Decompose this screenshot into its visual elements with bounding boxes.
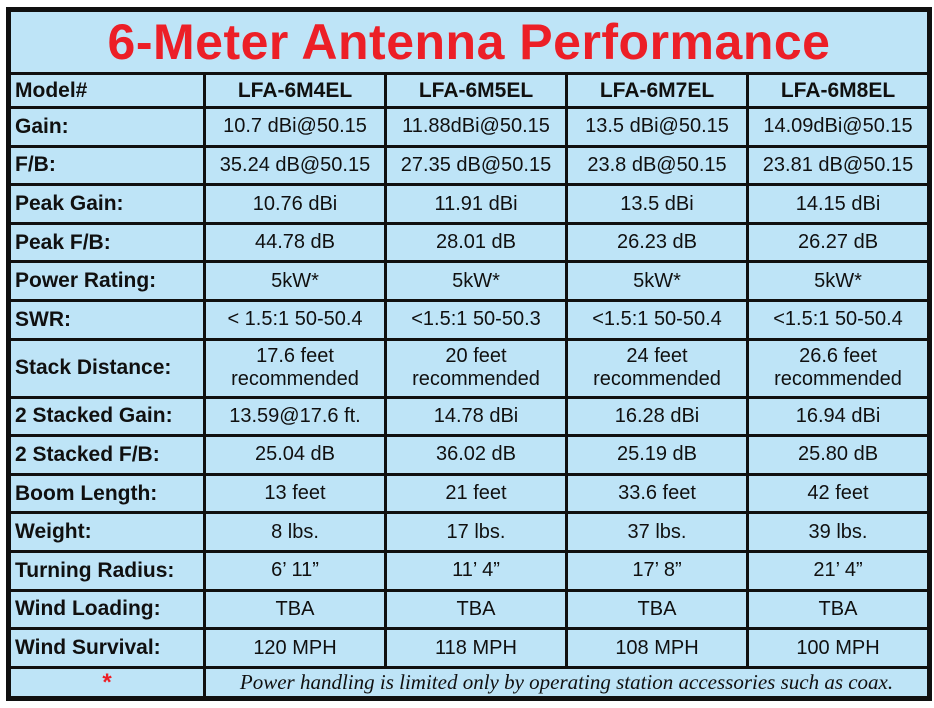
row-label: Wind Survival: bbox=[7, 627, 206, 669]
value-cell: 108 MPH bbox=[565, 627, 749, 669]
value-cell: 16.94 dBi bbox=[745, 395, 932, 438]
row-label: Peak Gain: bbox=[7, 183, 206, 225]
value-cell: 5kW* bbox=[384, 260, 568, 303]
value-cell: 118 MPH bbox=[384, 627, 568, 669]
value-cell: 11.88dBi@50.15 bbox=[384, 106, 568, 148]
value-cell: 25.80 dB bbox=[745, 434, 932, 476]
value-cell: 20 feet recommended bbox=[384, 337, 568, 399]
value-cell: 36.02 dB bbox=[384, 434, 568, 476]
value-cell: TBA bbox=[565, 588, 749, 631]
value-cell: 14.78 dBi bbox=[384, 395, 568, 438]
value-cell: 27.35 dB@50.15 bbox=[384, 144, 568, 187]
row-label: Power Rating: bbox=[7, 260, 206, 303]
footnote-asterisk: * bbox=[7, 666, 206, 700]
value-cell: 17’ 8” bbox=[565, 550, 749, 592]
table-row: Power Rating: 5kW* 5kW* 5kW* 5kW* bbox=[7, 260, 932, 303]
value-cell: 5kW* bbox=[203, 260, 387, 303]
value-cell: 5kW* bbox=[745, 260, 932, 303]
column-header-lfa-6m4el: LFA-6M4EL bbox=[203, 72, 387, 109]
value-cell: 5kW* bbox=[565, 260, 749, 303]
value-cell: <1.5:1 50-50.3 bbox=[384, 299, 568, 341]
row-label: Boom Length: bbox=[7, 472, 206, 515]
column-header-lfa-6m8el: LFA-6M8EL bbox=[745, 72, 932, 109]
row-label: Turning Radius: bbox=[7, 550, 206, 592]
value-cell: 44.78 dB bbox=[203, 221, 387, 264]
value-cell: 33.6 feet bbox=[565, 472, 749, 515]
value-cell: 10.76 dBi bbox=[203, 183, 387, 225]
row-label: Peak F/B: bbox=[7, 221, 206, 264]
table-row: F/B: 35.24 dB@50.15 27.35 dB@50.15 23.8 dB@… bbox=[7, 144, 932, 187]
value-cell: 13.5 dBi@50.15 bbox=[565, 106, 749, 148]
column-header-lfa-6m5el: LFA-6M5EL bbox=[384, 72, 568, 109]
title-row: 6-Meter Antenna Performance bbox=[6, 8, 932, 75]
value-cell: 25.04 dB bbox=[203, 434, 387, 476]
value-cell: 28.01 dB bbox=[384, 221, 568, 264]
table-row: 2 Stacked F/B: 25.04 dB 36.02 dB 25.19 dB 25… bbox=[7, 434, 932, 476]
table-row: Wind Loading: TBA TBA TBA TBA bbox=[7, 588, 932, 631]
table-row: Gain: 10.7 dBi@50.15 11.88dBi@50.15 13.5 dB… bbox=[7, 106, 932, 148]
value-cell: 25.19 dB bbox=[565, 434, 749, 476]
row-label: Weight: bbox=[7, 511, 206, 554]
value-cell: 42 feet bbox=[745, 472, 932, 515]
value-cell: 21 feet bbox=[384, 472, 568, 515]
value-cell: 14.09dBi@50.15 bbox=[745, 106, 932, 148]
value-cell: 10.7 dBi@50.15 bbox=[203, 106, 387, 148]
value-cell: 17 lbs. bbox=[384, 511, 568, 554]
value-cell: 35.24 dB@50.15 bbox=[203, 144, 387, 187]
value-cell: TBA bbox=[203, 588, 387, 631]
table-row: Wind Survival: 120 MPH 118 MPH 108 MPH 100 M… bbox=[7, 627, 932, 669]
row-label: SWR: bbox=[7, 299, 206, 341]
table-row: Peak Gain: 10.76 dBi 11.91 dBi 13.5 dBi 14.1… bbox=[7, 183, 932, 225]
value-cell: <1.5:1 50-50.4 bbox=[745, 299, 932, 341]
value-cell: 100 MPH bbox=[745, 627, 932, 669]
header-row: Model# LFA-6M4EL LFA-6M5EL LFA-6M7EL LFA-6M… bbox=[7, 72, 932, 109]
value-cell: 11’ 4” bbox=[384, 550, 568, 592]
table-row: Peak F/B: 44.78 dB 28.01 dB 26.23 dB 26.27 d… bbox=[7, 221, 932, 264]
value-cell: 39 lbs. bbox=[745, 511, 932, 554]
value-cell: 26.6 feet recommended bbox=[745, 337, 932, 399]
table-row: Turning Radius: 6’ 11” 11’ 4” 17’ 8” 21’ 4” bbox=[7, 550, 932, 592]
footnote-text: Power handling is limited only by operat… bbox=[202, 666, 932, 700]
column-header-model: Model# bbox=[7, 72, 206, 109]
row-label: Stack Distance: bbox=[7, 337, 206, 399]
value-cell: 8 lbs. bbox=[203, 511, 387, 554]
value-cell: TBA bbox=[745, 588, 932, 631]
row-label: Gain: bbox=[7, 106, 206, 148]
value-cell: 13 feet bbox=[203, 472, 387, 515]
page-title: 6-Meter Antenna Performance bbox=[6, 8, 932, 75]
footnote-row: * Power handling is limited only by oper… bbox=[7, 666, 932, 700]
row-label: F/B: bbox=[7, 144, 206, 187]
value-cell: < 1.5:1 50-50.4 bbox=[203, 299, 387, 341]
value-cell: 17.6 feet recommended bbox=[203, 337, 387, 399]
value-cell: 23.8 dB@50.15 bbox=[565, 144, 749, 187]
value-cell: 37 lbs. bbox=[565, 511, 749, 554]
value-cell: TBA bbox=[384, 588, 568, 631]
value-cell: 11.91 dBi bbox=[384, 183, 568, 225]
value-cell: 21’ 4” bbox=[745, 550, 932, 592]
value-cell: 16.28 dBi bbox=[565, 395, 749, 438]
row-label: 2 Stacked Gain: bbox=[7, 395, 206, 438]
value-cell: 13.5 dBi bbox=[565, 183, 749, 225]
table-row: SWR: < 1.5:1 50-50.4 <1.5:1 50-50.3 <1.5:1 … bbox=[7, 299, 932, 341]
value-cell: 14.15 dBi bbox=[745, 183, 932, 225]
table-row: Stack Distance: 17.6 feet recommended 20 f… bbox=[7, 337, 932, 399]
table-row: 2 Stacked Gain: 13.59@17.6 ft. 14.78 dBi 16… bbox=[7, 395, 932, 438]
value-cell: 26.27 dB bbox=[745, 221, 932, 264]
row-label: Wind Loading: bbox=[7, 588, 206, 631]
table-row: Weight: 8 lbs. 17 lbs. 37 lbs. 39 lbs. bbox=[7, 511, 932, 554]
value-cell: 120 MPH bbox=[203, 627, 387, 669]
value-cell: 6’ 11” bbox=[203, 550, 387, 592]
value-cell: <1.5:1 50-50.4 bbox=[565, 299, 749, 341]
table-row: Boom Length: 13 feet 21 feet 33.6 feet 42 fe… bbox=[7, 472, 932, 515]
column-header-lfa-6m7el: LFA-6M7EL bbox=[565, 72, 749, 109]
row-label: 2 Stacked F/B: bbox=[7, 434, 206, 476]
antenna-performance-table: 6-Meter Antenna Performance Model# LFA-6… bbox=[6, 7, 933, 701]
value-cell: 23.81 dB@50.15 bbox=[745, 144, 932, 187]
value-cell: 13.59@17.6 ft. bbox=[203, 395, 387, 438]
value-cell: 26.23 dB bbox=[565, 221, 749, 264]
value-cell: 24 feet recommended bbox=[565, 337, 749, 399]
